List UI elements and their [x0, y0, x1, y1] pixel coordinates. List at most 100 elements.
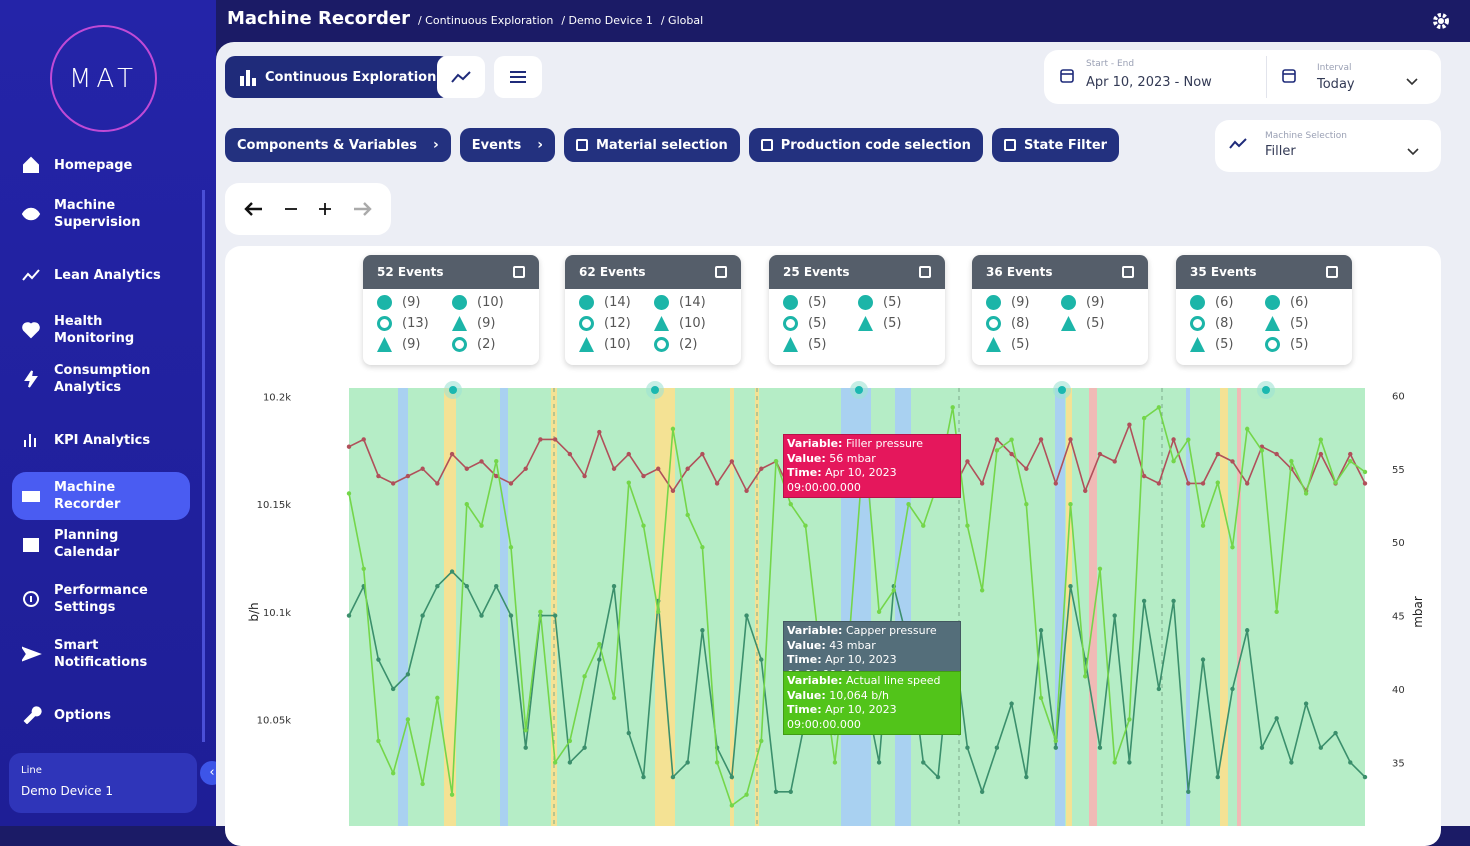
zoom-out-button[interactable] — [284, 201, 298, 217]
tooltip-key: Value: — [787, 452, 826, 465]
zoom-in-button[interactable] — [318, 201, 332, 217]
chevron[interactable] — [1407, 148, 1419, 156]
breadcrumb[interactable]: / Continuous Exploration — [418, 14, 553, 27]
y2-tick-label: 35 — [1392, 758, 1405, 769]
series-point — [465, 502, 469, 506]
series-point — [1245, 628, 1249, 632]
nav-item[interactable]: Options — [12, 701, 190, 729]
event-card[interactable]: 35 Events(6)(8)(5)(6)(5)(5) — [1176, 255, 1352, 365]
event-count-row: (2) — [654, 337, 697, 352]
series-point — [1083, 489, 1087, 493]
series-point — [1186, 790, 1190, 794]
nav-item[interactable]: MachineSupervision — [12, 200, 190, 228]
series-point — [523, 746, 527, 750]
settings-icon[interactable] — [1432, 12, 1450, 30]
event-icon — [452, 337, 467, 352]
event-card[interactable]: 52 Events(9)(13)(9)(10)(9)(2) — [363, 255, 539, 365]
event-icon — [654, 337, 669, 352]
line-view-button[interactable] — [437, 56, 485, 98]
event-icon — [783, 337, 798, 352]
series-point — [553, 437, 557, 441]
event-count: (5) — [1215, 337, 1233, 352]
nav-icon — [22, 205, 42, 223]
filter-button[interactable]: Components & Variables› — [225, 128, 451, 162]
series-point — [906, 502, 910, 506]
tooltip: Variable: Filler pressureValue: 56 mbarT… — [783, 434, 961, 498]
machine-value[interactable]: Filler — [1265, 144, 1296, 159]
nav-item[interactable]: ConsumptionAnalytics — [12, 365, 190, 393]
interval-value[interactable]: Today — [1317, 77, 1355, 92]
series-point — [582, 746, 586, 750]
event-card[interactable]: 36 Events(9)(8)(5)(9)(5) — [972, 255, 1148, 365]
series-point — [1216, 480, 1220, 484]
filter-button[interactable]: Material selection — [564, 128, 740, 162]
filter-button[interactable]: Production code selection — [749, 128, 983, 162]
series-point — [759, 739, 763, 743]
event-card[interactable]: 25 Events(5)(5)(5)(5)(5) — [769, 255, 945, 365]
event-title: 35 Events — [1190, 265, 1256, 279]
series-point — [1054, 739, 1058, 743]
nav-label-line: Machine — [54, 197, 140, 214]
series-point — [980, 588, 984, 592]
date-value[interactable]: Apr 10, 2023 - Now — [1086, 75, 1212, 90]
series-point — [1348, 760, 1352, 764]
tooltip-row: Value: 56 mbar — [787, 452, 957, 467]
event-count: (5) — [1011, 337, 1029, 352]
y-axis-label: b/h — [247, 602, 261, 621]
breadcrumb[interactable]: / Global — [661, 14, 703, 27]
event-count: (10) — [477, 295, 504, 310]
nav-label-line: Consumption — [54, 362, 150, 379]
y-tick-label: 10.1k — [263, 608, 291, 619]
nav-item[interactable]: Homepage — [12, 151, 190, 179]
nav-item[interactable]: PlanningCalendar — [12, 530, 190, 558]
event-icon — [579, 295, 594, 310]
series-point — [1009, 701, 1013, 705]
series-point — [1142, 416, 1146, 420]
interval-label: Interval — [1317, 63, 1351, 73]
nav-label-line: Smart — [54, 637, 147, 654]
series-point — [1230, 545, 1234, 549]
event-count-row: (9) — [1061, 295, 1104, 310]
filter-button[interactable]: State Filter — [992, 128, 1119, 162]
nav-item[interactable]: KPI Analytics — [12, 426, 190, 454]
event-icon — [1265, 295, 1280, 310]
mode-button[interactable]: Continuous Exploration — [225, 56, 450, 98]
open-icon[interactable] — [1326, 266, 1338, 278]
breadcrumb[interactable]: / Demo Device 1 — [561, 14, 653, 27]
series-point — [420, 467, 424, 471]
event-count-row: (5) — [1265, 337, 1308, 352]
icon-shape — [23, 492, 39, 501]
event-card[interactable]: 62 Events(14)(12)(10)(14)(10)(2) — [565, 255, 741, 365]
event-icon — [986, 337, 1001, 352]
nav-icon — [22, 156, 42, 174]
open-icon[interactable] — [919, 266, 931, 278]
line-selector[interactable]: Line Demo Device 1 — [9, 753, 197, 813]
filter-button[interactable]: Events› — [460, 128, 555, 162]
list-view-button[interactable] — [494, 56, 542, 98]
series-point — [509, 545, 513, 549]
series-point — [921, 760, 925, 764]
series-point — [1363, 481, 1367, 485]
series-point — [685, 760, 689, 764]
series-point — [641, 474, 645, 478]
series-point — [833, 760, 837, 764]
bar-icon — [239, 68, 257, 86]
open-icon[interactable] — [513, 266, 525, 278]
tooltip-value: Filler pressure — [846, 437, 923, 450]
series-point — [1157, 405, 1161, 409]
series-point — [759, 467, 763, 471]
forward-button[interactable] — [353, 201, 373, 217]
series-point — [995, 746, 999, 750]
nav-item[interactable]: Machine Recorder — [12, 472, 190, 520]
open-icon[interactable] — [715, 266, 727, 278]
open-icon[interactable] — [1122, 266, 1134, 278]
nav-item[interactable]: PerformanceSettings — [12, 585, 190, 613]
event-count: (14) — [604, 295, 631, 310]
nav-item[interactable]: SmartNotifications — [12, 640, 190, 668]
nav-item[interactable]: Health Monitoring — [12, 316, 190, 344]
back-button[interactable] — [243, 201, 263, 217]
nav-item[interactable]: Lean Analytics — [12, 261, 190, 289]
filter-icon — [1004, 139, 1016, 151]
chevron[interactable] — [1406, 78, 1418, 86]
series-point — [1127, 760, 1131, 764]
